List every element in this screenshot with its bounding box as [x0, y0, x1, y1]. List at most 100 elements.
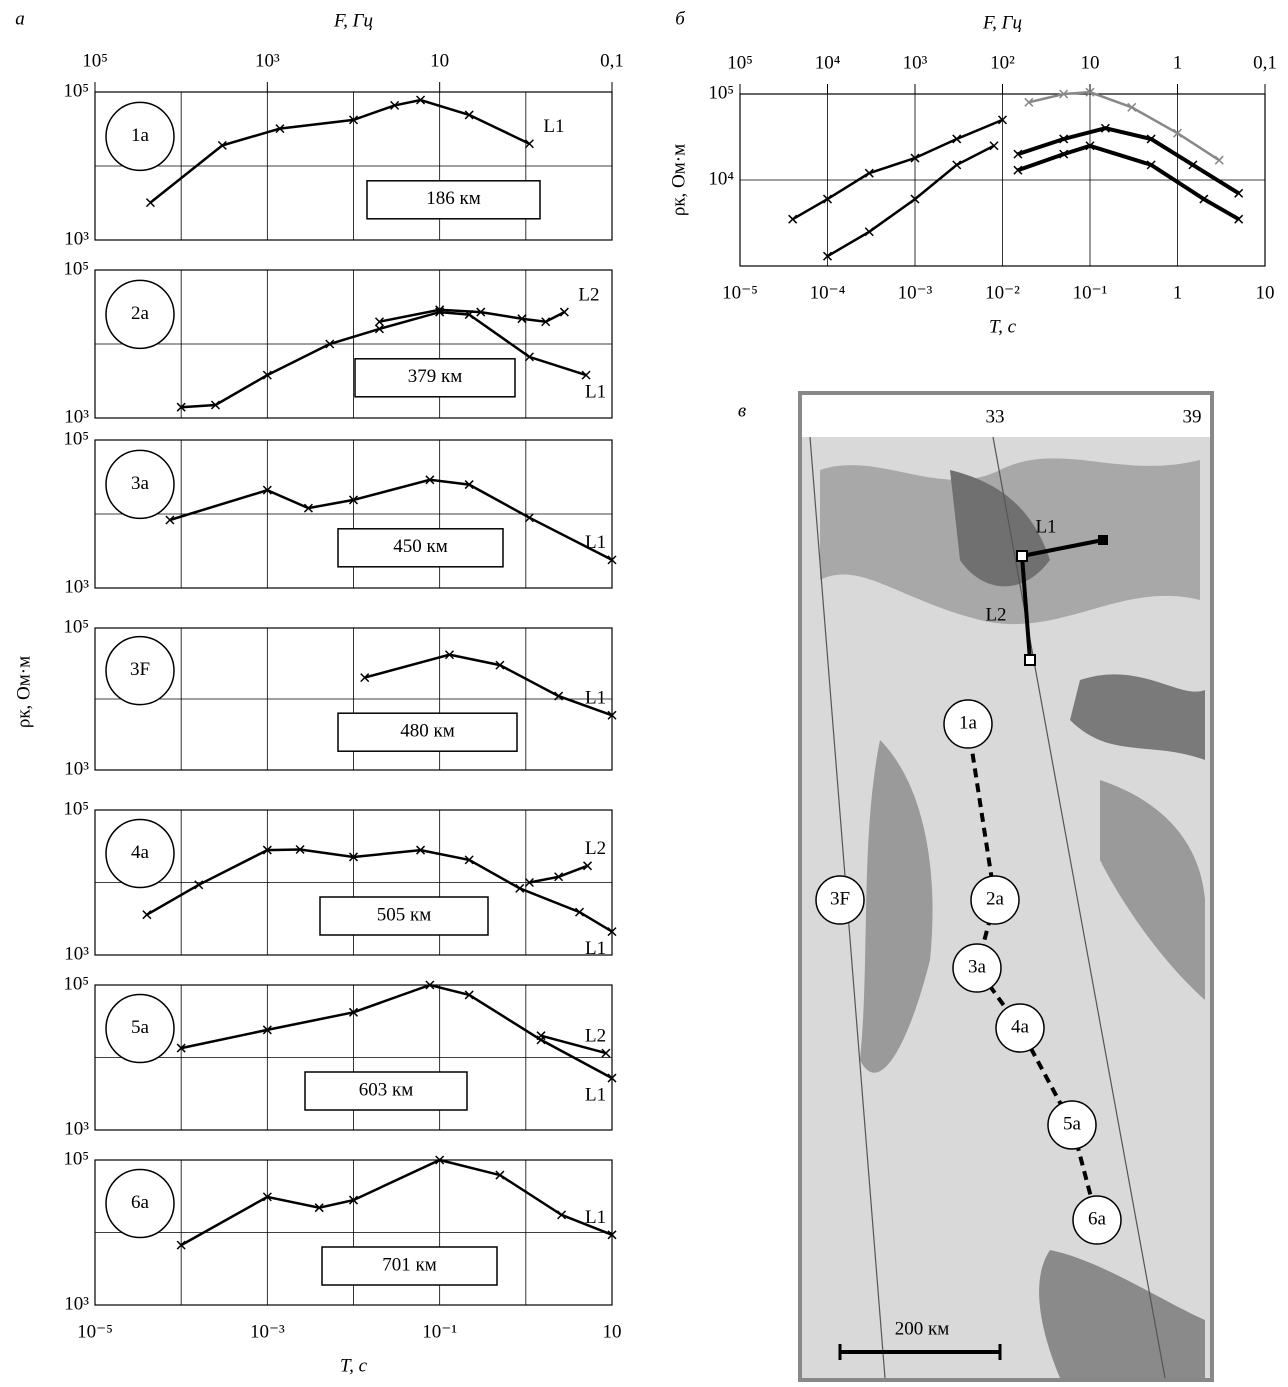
- map-header: [802, 395, 1210, 437]
- x2-tick-label: 0,1: [600, 50, 624, 71]
- y-tick-label: 10⁵: [63, 616, 89, 637]
- y-tick-label: 10⁵: [63, 973, 89, 994]
- data-point: [537, 1036, 545, 1044]
- data-point: [146, 199, 154, 207]
- x2-tick-label: 1: [1173, 52, 1183, 73]
- y-tick-label: 10⁵: [63, 428, 89, 449]
- x-tick-label: 1: [1173, 282, 1183, 303]
- y-tick-label: 10⁵: [63, 80, 89, 101]
- y-axis-title: ρк, Ом·м: [668, 144, 689, 216]
- x-tick-label: 10⁻⁵: [77, 1321, 113, 1342]
- x2-tick-label: 10⁴: [815, 52, 841, 73]
- distance-label: 701 км: [382, 1254, 437, 1275]
- x2-tick-label: 10⁵: [727, 52, 753, 73]
- series-label: L1: [585, 1207, 606, 1228]
- series-line: [181, 985, 612, 1078]
- y-tick-label: 10³: [64, 406, 89, 427]
- x-tick-label: 10⁻²: [985, 282, 1020, 303]
- y-tick-label: 10⁴: [708, 168, 734, 189]
- data-point: [789, 215, 797, 223]
- y-tick-label: 10⁵: [63, 798, 89, 819]
- x-axis-title: T, с: [989, 316, 1017, 337]
- meridian-label: 33: [986, 406, 1005, 427]
- x-axis-title: T, с: [340, 1355, 368, 1376]
- x2-tick-label: 0,1: [1253, 52, 1277, 73]
- site-label: 5а: [1063, 1113, 1082, 1134]
- y-axis-title: ρк, Ом·м: [13, 656, 34, 728]
- x-tick-label: 10⁻⁵: [722, 282, 758, 303]
- map: в 33 39 L1 L2 1а 2а 3а 4а 5а 6а 3F 200 км: [738, 393, 1212, 1380]
- panel-label: в: [738, 400, 746, 421]
- x2-tick-label: 10³: [903, 52, 928, 73]
- site-label: 3F: [130, 659, 150, 680]
- station: [1098, 535, 1108, 545]
- data-point: [953, 161, 961, 169]
- x2-tick-label: 10³: [255, 50, 280, 71]
- data-point: [560, 308, 568, 316]
- site-label: 1а: [131, 125, 150, 146]
- y-tick-label: 10³: [64, 228, 89, 249]
- series-line: [529, 866, 587, 883]
- distance-label: 505 км: [377, 904, 432, 925]
- x2-axis-title: F, Гц: [982, 12, 1022, 33]
- meridian-label: 39: [1183, 406, 1202, 427]
- y-tick-label: 10³: [64, 1293, 89, 1314]
- y-tick-label: 10³: [64, 943, 89, 964]
- site-label: 4а: [131, 842, 150, 863]
- x2-tick-label: 10²: [990, 52, 1015, 73]
- distance-label: 603 км: [359, 1079, 414, 1100]
- x2-tick-label: 10⁵: [82, 50, 108, 71]
- site-label: 2а: [986, 888, 1005, 909]
- series-label: L1: [585, 381, 606, 402]
- data-point: [143, 911, 151, 919]
- series-label: L1: [585, 938, 606, 959]
- site-label: 3F: [830, 888, 850, 909]
- site-label: 1а: [959, 712, 978, 733]
- x-tick-label: 10⁻³: [250, 1321, 285, 1342]
- site-label: 6а: [131, 1192, 150, 1213]
- site-label: 2а: [131, 303, 150, 324]
- x-tick-label: 10⁻¹: [422, 1321, 457, 1342]
- series-line: [793, 120, 1003, 219]
- series-label: L1: [585, 532, 606, 553]
- site-label: 3а: [131, 473, 150, 494]
- data-point: [990, 142, 998, 150]
- distance-label: 379 км: [408, 366, 463, 387]
- series-label: L2: [585, 1025, 606, 1046]
- x-tick-label: 10⁻¹: [1073, 282, 1108, 303]
- series-line: [1018, 146, 1239, 219]
- distance-label: 186 км: [426, 188, 481, 209]
- x2-tick-label: 10: [1081, 52, 1100, 73]
- series-line: [1029, 92, 1219, 160]
- y-tick-label: 10⁵: [63, 258, 89, 279]
- y-tick-label: 10³: [64, 758, 89, 779]
- panel-label: а: [15, 8, 25, 29]
- site-label: 3а: [968, 956, 987, 977]
- x2-tick-label: 10: [430, 50, 449, 71]
- panel-label: б: [675, 8, 686, 29]
- station: [1017, 551, 1027, 561]
- site-label: 6а: [1088, 1208, 1107, 1229]
- y-tick-label: 10⁵: [63, 1148, 89, 1169]
- site-label: 4а: [1011, 1016, 1030, 1037]
- x-tick-label: 10⁻⁴: [810, 282, 846, 303]
- series-line: [1018, 128, 1239, 193]
- distance-label: 480 км: [400, 721, 455, 742]
- y-tick-label: 10³: [64, 1118, 89, 1139]
- x-tick-label: 10: [1256, 282, 1275, 303]
- profile-label: L1: [1035, 516, 1056, 537]
- series-label: L1: [543, 116, 564, 137]
- series-line: [828, 146, 995, 256]
- data-point: [865, 228, 873, 236]
- series-label: L1: [585, 1084, 606, 1105]
- site-label: 5а: [131, 1017, 150, 1038]
- x-tick-label: 10⁻³: [898, 282, 933, 303]
- y-tick-label: 10⁵: [708, 82, 734, 103]
- series-label: L2: [578, 284, 599, 305]
- x2-axis-title: F, Гц: [333, 10, 373, 31]
- y-tick-label: 10³: [64, 576, 89, 597]
- scale-label: 200 км: [895, 1318, 950, 1339]
- series-label: L1: [585, 688, 606, 709]
- profile-label: L2: [985, 604, 1006, 625]
- station: [1025, 655, 1035, 665]
